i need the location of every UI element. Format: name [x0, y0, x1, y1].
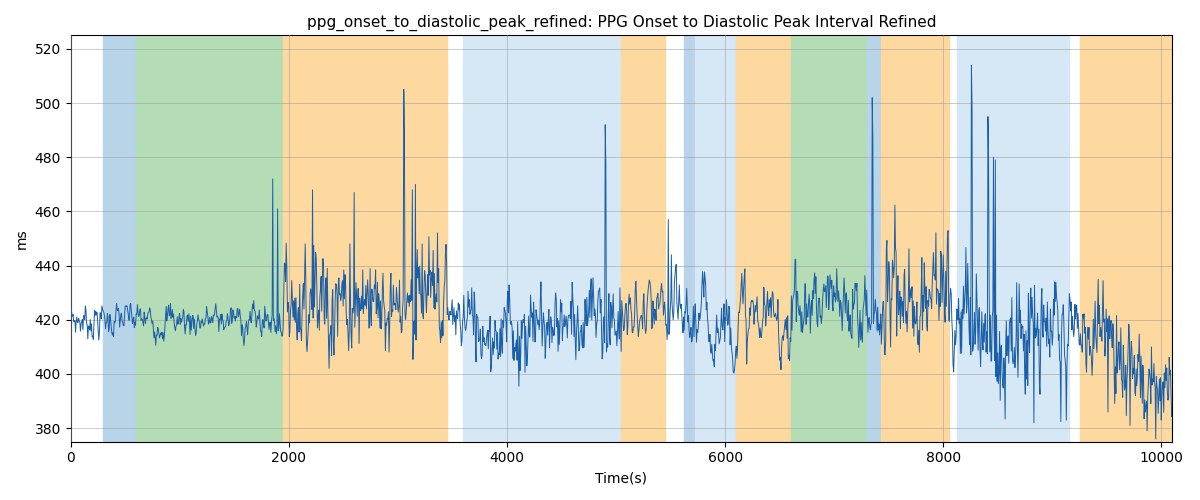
- Y-axis label: ms: ms: [16, 228, 29, 249]
- Bar: [622, 36, 665, 442]
- Bar: [958, 36, 1069, 442]
- Bar: [283, 36, 446, 442]
- Bar: [881, 36, 949, 442]
- Bar: [684, 36, 695, 442]
- Bar: [695, 36, 736, 442]
- Bar: [791, 36, 866, 442]
- Title: ppg_onset_to_diastolic_peak_refined: PPG Onset to Diastolic Peak Interval Refine: ppg_onset_to_diastolic_peak_refined: PPG…: [307, 15, 936, 31]
- Bar: [136, 36, 283, 442]
- X-axis label: Time(s): Time(s): [595, 471, 648, 485]
- Bar: [736, 36, 791, 442]
- Bar: [866, 36, 881, 442]
- Bar: [103, 36, 136, 442]
- Bar: [463, 36, 622, 442]
- Bar: [1080, 36, 1172, 442]
